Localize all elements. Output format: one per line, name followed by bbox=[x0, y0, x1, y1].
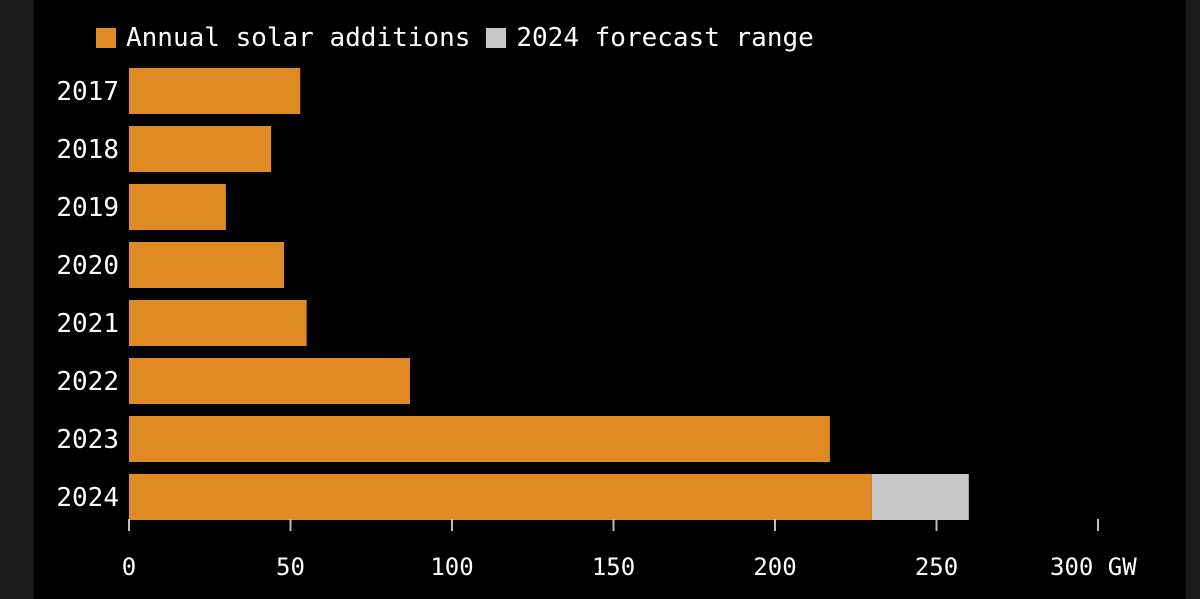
category-label-2023: 2023 bbox=[56, 425, 119, 455]
bar-2018-series-0 bbox=[129, 126, 272, 172]
category-label-2018: 2018 bbox=[56, 135, 119, 165]
category-label-2019: 2019 bbox=[56, 193, 119, 223]
x-tick-label-200: 200 bbox=[753, 553, 796, 581]
legend-swatch-forecast bbox=[486, 28, 507, 48]
x-tick-label-250: 250 bbox=[915, 553, 958, 581]
category-label-2024: 2024 bbox=[56, 483, 119, 513]
bar-2019-series-0 bbox=[129, 184, 226, 230]
category-label-2021: 2021 bbox=[56, 309, 119, 339]
x-tick-label-300: 300 GW bbox=[1050, 553, 1137, 581]
bar-2020-series-0 bbox=[129, 242, 285, 288]
x-tick-label-100: 100 bbox=[430, 553, 473, 581]
bar-chart: 2017 2018 2019 2020 2021 2022 2023 2024 0 50 100 15… bbox=[56, 68, 1137, 581]
x-tick-label-50: 50 bbox=[276, 553, 305, 581]
category-label-2020: 2020 bbox=[56, 251, 119, 281]
bar-2021-series-0 bbox=[129, 300, 307, 346]
legend-item-annual-solar-additions: Annual solar additions bbox=[96, 23, 470, 53]
x-tick-label-150: 150 bbox=[592, 553, 635, 581]
bar-2017-series-0 bbox=[129, 68, 301, 114]
legend-item-forecast-range: 2024 forecast range bbox=[486, 23, 814, 53]
bar-2022-series-0 bbox=[129, 358, 411, 404]
legend-label-forecast: 2024 forecast range bbox=[516, 23, 814, 53]
category-label-2017: 2017 bbox=[56, 77, 119, 107]
bar-2024-series-0 bbox=[129, 474, 872, 520]
legend-label-annual: Annual solar additions bbox=[126, 23, 471, 53]
bar-2023-series-0 bbox=[129, 416, 830, 462]
legend: Annual solar additions 2024 forecast ran… bbox=[96, 20, 830, 56]
x-tick-label-0: 0 bbox=[122, 553, 136, 581]
legend-swatch-annual bbox=[96, 28, 116, 48]
chart-frame: Annual solar additions 2024 forecast ran… bbox=[34, 0, 1186, 599]
category-label-2022: 2022 bbox=[56, 367, 119, 397]
bar-2024-series-1 bbox=[871, 474, 969, 520]
